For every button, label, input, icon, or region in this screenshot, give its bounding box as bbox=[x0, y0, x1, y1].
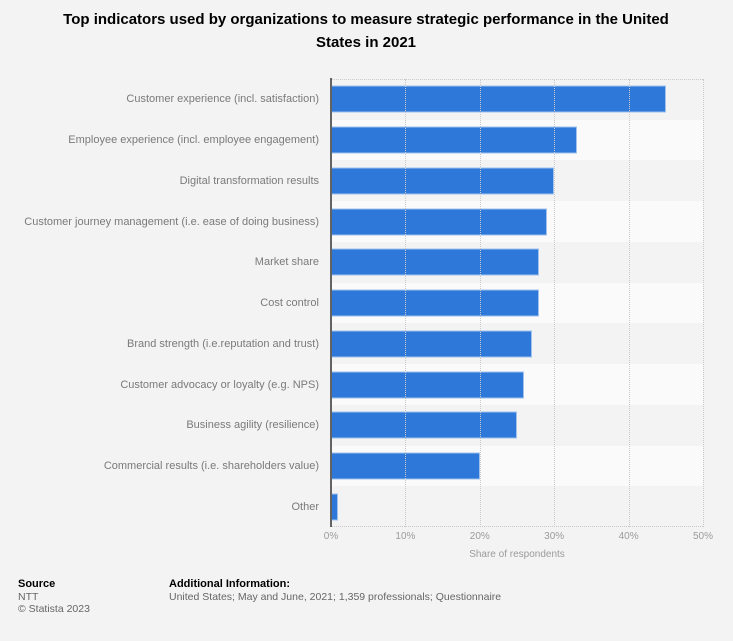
vertical-gridline bbox=[703, 79, 704, 527]
x-tick-label: 0% bbox=[323, 531, 339, 542]
plot-area: Customer experience (incl. satisfaction)… bbox=[0, 78, 733, 560]
category-label: Customer experience (incl. satisfaction) bbox=[126, 93, 319, 106]
category-label: Employee experience (incl. employee enga… bbox=[68, 134, 319, 147]
chart-row: Digital transformation results bbox=[0, 160, 703, 201]
bar bbox=[331, 411, 517, 439]
plot-band bbox=[331, 79, 703, 120]
plot-band bbox=[331, 201, 703, 242]
plot-band bbox=[331, 119, 703, 161]
category-label: Cost control bbox=[260, 297, 319, 310]
category-label: Customer journey management (i.e. ease o… bbox=[24, 215, 319, 228]
chart-row: Customer journey management (i.e. ease o… bbox=[0, 201, 703, 242]
x-axis-title: Share of respondents bbox=[469, 549, 565, 560]
additional-info-label: Additional Information: bbox=[169, 578, 290, 590]
chart-title: Top indicators used by organizations to … bbox=[63, 11, 669, 51]
chart-row: Business agility (resilience) bbox=[0, 405, 703, 446]
plot-band bbox=[331, 160, 703, 201]
category-label: Customer advocacy or loyalty (e.g. NPS) bbox=[120, 378, 319, 391]
category-label: Digital transformation results bbox=[179, 174, 319, 187]
bar bbox=[331, 126, 577, 154]
chart-row: Customer experience (incl. satisfaction) bbox=[0, 79, 703, 120]
chart-row: Cost control bbox=[0, 282, 703, 324]
plot-band bbox=[331, 445, 703, 487]
x-tick-label: 50% bbox=[692, 531, 714, 542]
source-label: Source bbox=[18, 578, 56, 590]
plot-band bbox=[331, 282, 703, 324]
chart-row: Other bbox=[0, 486, 703, 527]
category-label: Brand strength (i.e.reputation and trust… bbox=[127, 337, 319, 350]
chart-row: Employee experience (incl. employee enga… bbox=[0, 119, 703, 161]
bar-rows: Customer experience (incl. satisfaction)… bbox=[0, 79, 703, 527]
additional-info-value: United States; May and June, 2021; 1,359… bbox=[169, 591, 502, 603]
bar bbox=[331, 167, 555, 195]
additional-info-block: Additional Information: United States; M… bbox=[169, 578, 718, 604]
plot-band bbox=[331, 486, 703, 527]
category-label: Other bbox=[291, 500, 319, 513]
bar bbox=[331, 208, 547, 236]
chart-row: Brand strength (i.e.reputation and trust… bbox=[0, 323, 703, 364]
x-tick-label: 20% bbox=[469, 531, 490, 542]
bar bbox=[331, 452, 480, 480]
bar bbox=[331, 493, 339, 521]
x-tick-label: 30% bbox=[544, 531, 565, 542]
bar bbox=[331, 85, 666, 113]
plot-band bbox=[331, 323, 703, 364]
chart-row: Market share bbox=[0, 242, 703, 283]
source-value: NTT bbox=[18, 591, 39, 603]
plot-band bbox=[331, 405, 703, 446]
bar bbox=[331, 371, 525, 398]
x-tick-label: 40% bbox=[618, 531, 639, 542]
plot-band bbox=[331, 364, 703, 405]
x-tick-label: 10% bbox=[395, 531, 416, 542]
copyright-notice: © Statista 2023 bbox=[18, 602, 90, 615]
category-label: Market share bbox=[254, 256, 319, 269]
bar bbox=[331, 330, 532, 358]
y-axis-line bbox=[330, 78, 332, 527]
plot-band bbox=[331, 242, 703, 283]
footer: Source NTT © Statista 2023 Additional In… bbox=[18, 578, 718, 615]
x-axis-ticks: 0% 10% 20% 30% 40% 50% bbox=[324, 531, 713, 543]
chart-row: Commercial results (i.e. shareholders va… bbox=[0, 445, 703, 487]
bar bbox=[331, 289, 540, 317]
category-label: Commercial results (i.e. shareholders va… bbox=[103, 459, 319, 472]
chart-row: Customer advocacy or loyalty (e.g. NPS) bbox=[0, 364, 703, 405]
source-block: Source NTT © Statista 2023 bbox=[18, 578, 169, 615]
bar bbox=[331, 248, 540, 276]
category-label: Business agility (resilience) bbox=[186, 419, 319, 432]
